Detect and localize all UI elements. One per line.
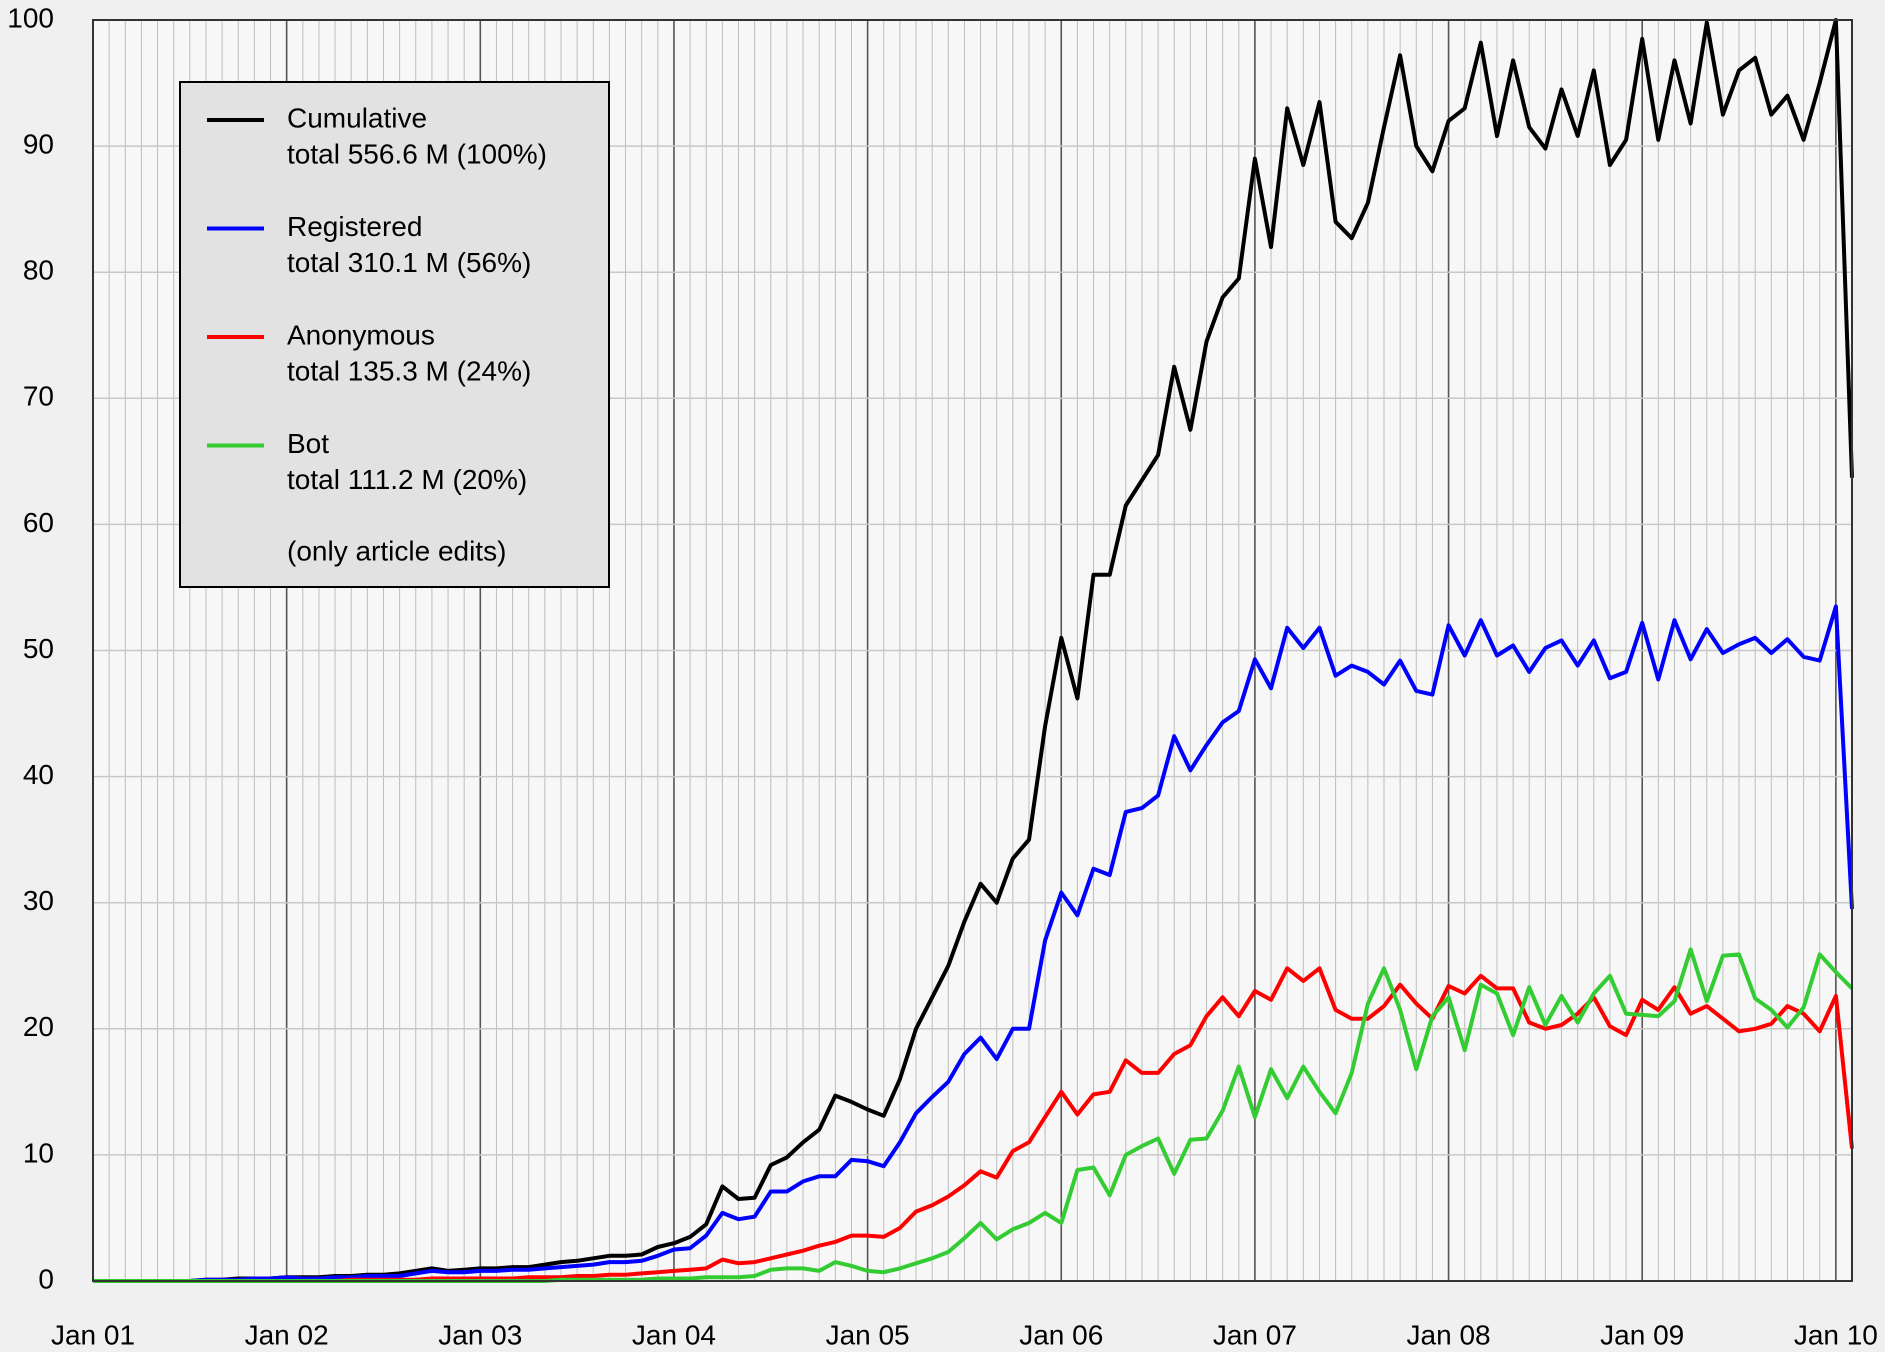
legend-label: Cumulative bbox=[287, 102, 427, 133]
legend-total: total 135.3 M (24%) bbox=[287, 355, 531, 386]
x-tick-label: Jan 02 bbox=[245, 1319, 329, 1350]
legend-total: total 111.2 M (20%) bbox=[287, 464, 527, 495]
x-tick-label: Jan 06 bbox=[1019, 1319, 1103, 1350]
lines bbox=[93, 18, 1854, 1283]
plot-frame bbox=[92, 19, 1853, 1282]
legend-box bbox=[179, 81, 610, 588]
x-tick-label: Jan 01 bbox=[51, 1319, 135, 1350]
axis-labels: Jan 01 Jan 02 Jan 03 Jan 04 Jan 05 Jan 06 Jan … bbox=[7, 2, 1878, 1350]
x-tick-label: Jan 07 bbox=[1213, 1319, 1297, 1350]
legend-label: Anonymous bbox=[287, 319, 435, 350]
legend-label: Bot bbox=[287, 428, 329, 459]
y-tick-label: 20 bbox=[23, 1011, 54, 1042]
legend-total: total 310.1 M (56%) bbox=[287, 247, 531, 278]
legend-note: (only article edits) bbox=[287, 535, 506, 566]
y-tick-label: 70 bbox=[23, 381, 54, 412]
x-tick-label: Jan 10 bbox=[1794, 1319, 1878, 1350]
legend-total: total 556.6 M (100%) bbox=[287, 138, 547, 169]
y-tick-label: 40 bbox=[23, 759, 54, 790]
x-tick-label: Jan 05 bbox=[826, 1319, 910, 1350]
y-tick-label: 90 bbox=[23, 128, 54, 159]
y-tick-label: 80 bbox=[23, 255, 54, 286]
legend: Cumulative total 556.6 M (100%) Registered… bbox=[179, 81, 610, 588]
y-tick-label: 60 bbox=[23, 507, 54, 538]
y-tick-label: 30 bbox=[23, 885, 54, 916]
legend-label: Registered bbox=[287, 211, 422, 242]
x-tick-label: Jan 09 bbox=[1600, 1319, 1684, 1350]
x-tick-label: Jan 08 bbox=[1407, 1319, 1491, 1350]
series-line bbox=[93, 604, 1854, 1283]
y-tick-label: 10 bbox=[23, 1137, 54, 1168]
y-tick-label: 0 bbox=[38, 1263, 54, 1294]
x-tick-label: Jan 04 bbox=[632, 1319, 716, 1350]
y-tick-label: 50 bbox=[23, 633, 54, 664]
x-tick-label: Jan 03 bbox=[438, 1319, 522, 1350]
y-tick-label: 100 bbox=[7, 2, 54, 33]
